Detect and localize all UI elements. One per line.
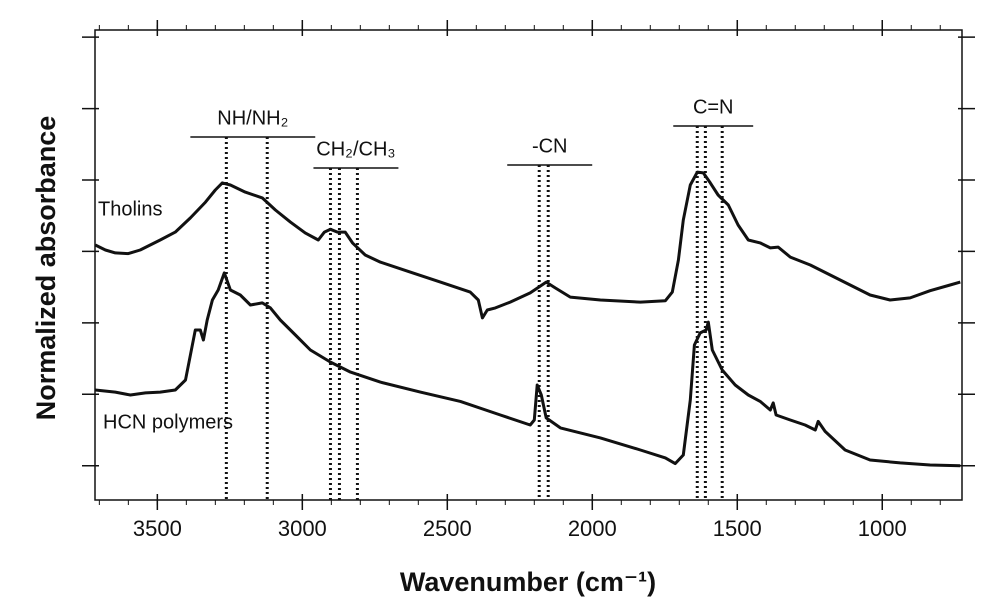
annotation-label: CH₂/CH₃ <box>316 138 395 160</box>
x-tick-label: 1000 <box>858 516 907 541</box>
annotation-label: NH/NH₂ <box>217 107 288 129</box>
x-tick-label: 2500 <box>423 516 472 541</box>
plot-frame <box>94 29 963 501</box>
annotation-label: -CN <box>532 135 568 157</box>
series-label: Tholins <box>98 198 162 220</box>
x-axis-title: Wavenumber (cm⁻¹) <box>400 567 656 597</box>
x-tick-label: 1500 <box>713 516 762 541</box>
annotation-label: C=N <box>693 96 734 118</box>
series-label: HCN polymers <box>103 411 233 433</box>
x-tick-label: 2000 <box>568 516 617 541</box>
series-line <box>94 170 961 320</box>
x-tick-label: 3000 <box>278 516 327 541</box>
y-axis-title: Normalized absorbance <box>31 116 61 421</box>
series-line <box>95 271 961 468</box>
x-tick-label: 3500 <box>133 516 182 541</box>
